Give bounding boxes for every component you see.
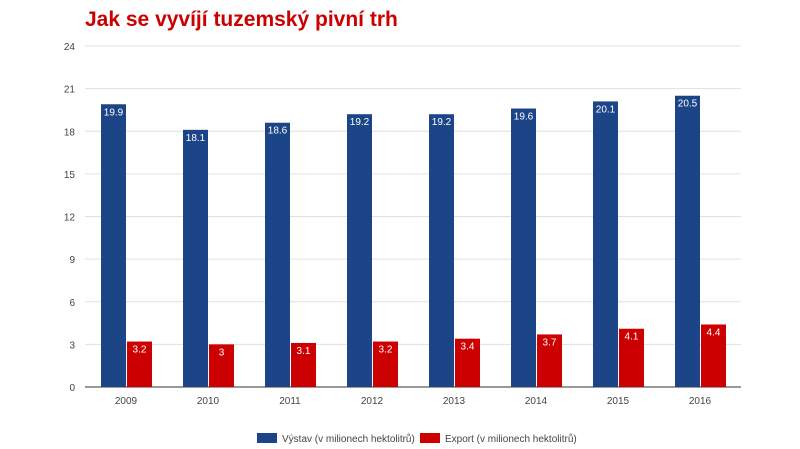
x-tick-label: 2013 <box>443 396 466 407</box>
bar-vystav <box>675 95 700 388</box>
y-tick-label: 24 <box>64 42 76 53</box>
x-tick-label: 2009 <box>115 396 138 407</box>
x-tick-label: 2016 <box>689 396 712 407</box>
data-label: 3.2 <box>379 345 393 356</box>
bar-export <box>209 344 234 387</box>
legend-label: Výstav (v milionech hektolitrů) <box>282 433 415 445</box>
data-label: 19.2 <box>432 117 452 128</box>
x-tick-label: 2014 <box>525 396 548 407</box>
y-tick-label: 15 <box>64 170 76 181</box>
data-label: 3.1 <box>297 346 311 357</box>
y-tick-label: 21 <box>64 85 76 96</box>
bar-export <box>373 341 398 387</box>
y-tick-label: 9 <box>69 255 75 266</box>
bar-export <box>291 342 316 387</box>
y-tick-label: 3 <box>69 340 75 351</box>
data-label: 3.2 <box>133 345 147 356</box>
y-tick-label: 12 <box>64 213 76 224</box>
bar-vystav <box>429 114 454 387</box>
bar-vystav <box>183 129 208 387</box>
data-label: 19.9 <box>104 107 124 118</box>
data-label: 3 <box>219 347 225 358</box>
data-label: 20.1 <box>596 104 616 115</box>
x-tick-label: 2015 <box>607 396 630 407</box>
x-tick-label: 2012 <box>361 396 384 407</box>
x-tick-label: 2010 <box>197 396 220 407</box>
x-tick-label: 2011 <box>279 396 301 407</box>
legend-label: Export (v milionech hektolitrů) <box>445 433 577 445</box>
data-label: 3.7 <box>543 337 557 348</box>
legend-swatch <box>420 433 440 443</box>
data-label: 18.6 <box>268 126 288 137</box>
bar-vystav <box>101 104 126 388</box>
bar-export <box>127 341 152 387</box>
y-tick-label: 18 <box>64 127 76 138</box>
bar-vystav <box>265 122 290 387</box>
bar-export <box>455 338 480 387</box>
bar-vystav <box>593 101 618 387</box>
data-label: 4.1 <box>625 332 639 343</box>
y-tick-label: 6 <box>69 298 75 309</box>
data-label: 19.2 <box>350 117 370 128</box>
chart-title: Jak se vyvíjí tuzemský pivní trh <box>85 8 398 31</box>
bar-vystav <box>347 114 372 387</box>
data-label: 18.1 <box>186 133 206 144</box>
data-label: 19.6 <box>514 112 534 123</box>
bar-export <box>701 324 726 387</box>
data-label: 4.4 <box>707 327 721 338</box>
bar-export <box>537 334 562 387</box>
bar-vystav <box>511 108 536 388</box>
data-label: 3.4 <box>461 342 475 353</box>
data-label: 20.5 <box>678 99 698 110</box>
bar-export <box>619 328 644 387</box>
y-tick-label: 0 <box>69 383 75 394</box>
legend-swatch <box>257 433 277 443</box>
